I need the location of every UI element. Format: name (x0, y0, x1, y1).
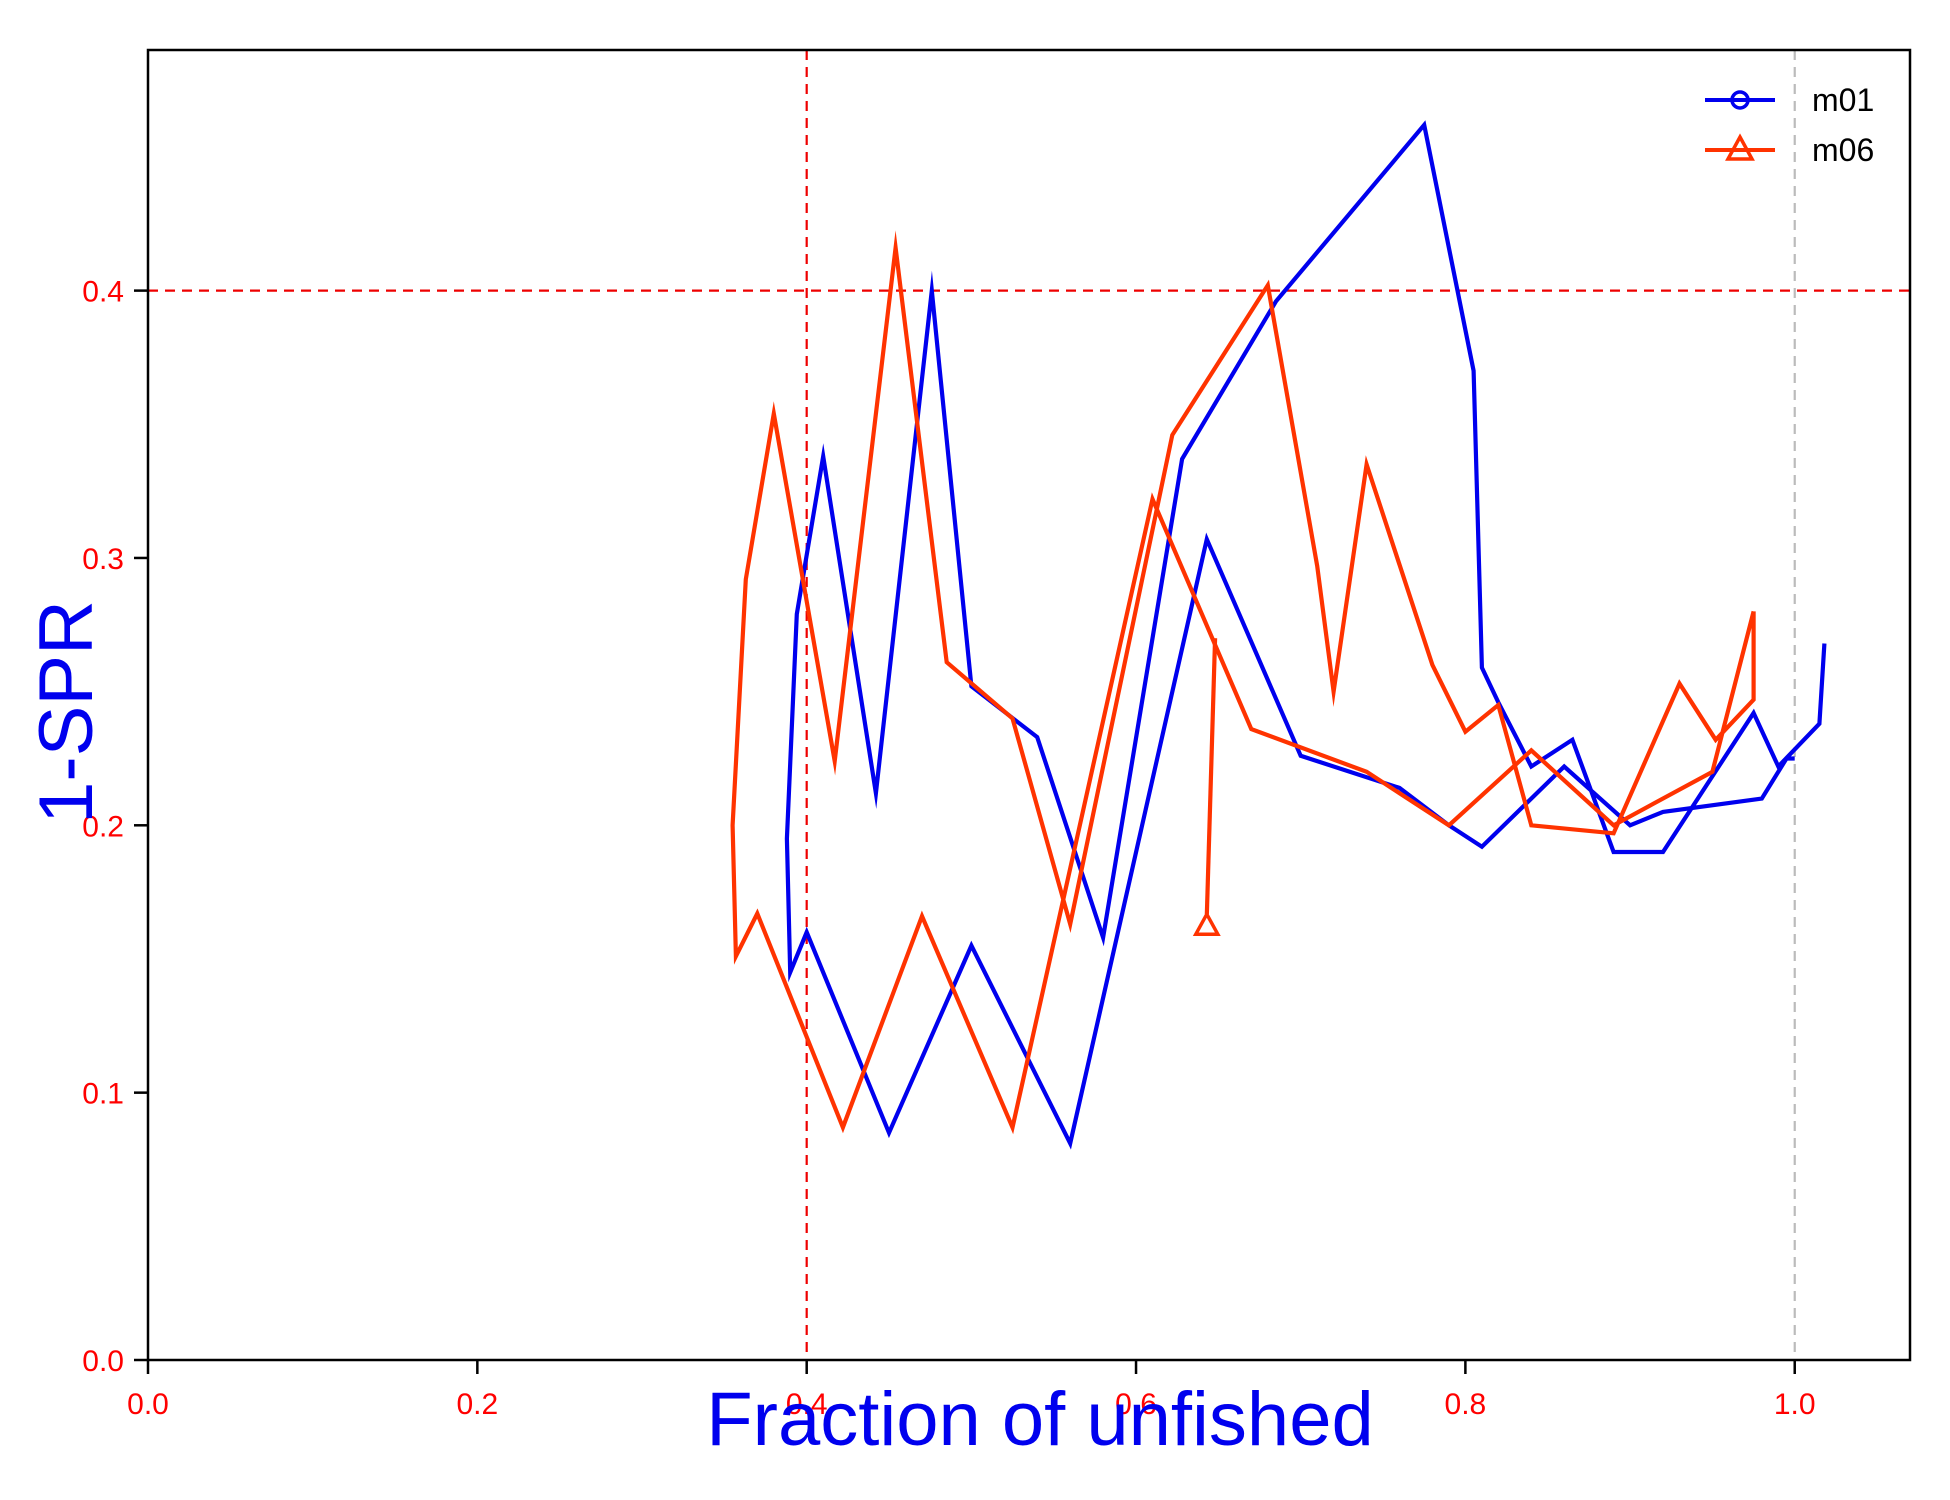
series-m06 (730, 230, 1756, 1135)
x-tick-label: 0.2 (456, 1388, 498, 1421)
legend-label-m01: m01 (1812, 82, 1874, 118)
plot-frame (146, 48, 1912, 1362)
y-tick-label: 0.0 (82, 1345, 124, 1378)
legend-label-m06: m06 (1812, 132, 1874, 168)
y-tick-label: 0.2 (82, 810, 124, 843)
x-axis: 0.0 0.2 0.4 0.6 0.8 1.0 (127, 1360, 1816, 1421)
marker-triangle-m06 (1192, 910, 1221, 936)
legend: m01 m06 (1705, 82, 1874, 168)
legend-item-m01: m01 (1705, 82, 1874, 118)
legend-marker-triangle (1725, 133, 1755, 161)
x-tick-label: 0.4 (786, 1388, 828, 1421)
x-tick-label: 0.0 (127, 1388, 169, 1421)
x-tick-label: 1.0 (1774, 1388, 1816, 1421)
legend-item-m06: m06 (1705, 132, 1874, 168)
series-line-m06 (730, 230, 1756, 1135)
series-tail-m06 (1204, 638, 1218, 915)
y-tick-label: 0.3 (82, 543, 124, 576)
x-tick-label: 0.6 (1115, 1388, 1157, 1421)
y-axis-title: 1-SPR (24, 600, 109, 824)
y-axis: 0.0 0.1 0.2 0.3 0.4 (82, 276, 148, 1378)
series-layer (730, 120, 1827, 1150)
y-tick-label: 0.1 (82, 1078, 124, 1111)
reference-lines (148, 50, 1910, 1360)
x-tick-label: 0.8 (1445, 1388, 1487, 1421)
y-tick-label: 0.4 (82, 276, 124, 309)
x-axis-title: Fraction of unfished (706, 1377, 1374, 1462)
legend-marker-circle (1730, 90, 1750, 110)
